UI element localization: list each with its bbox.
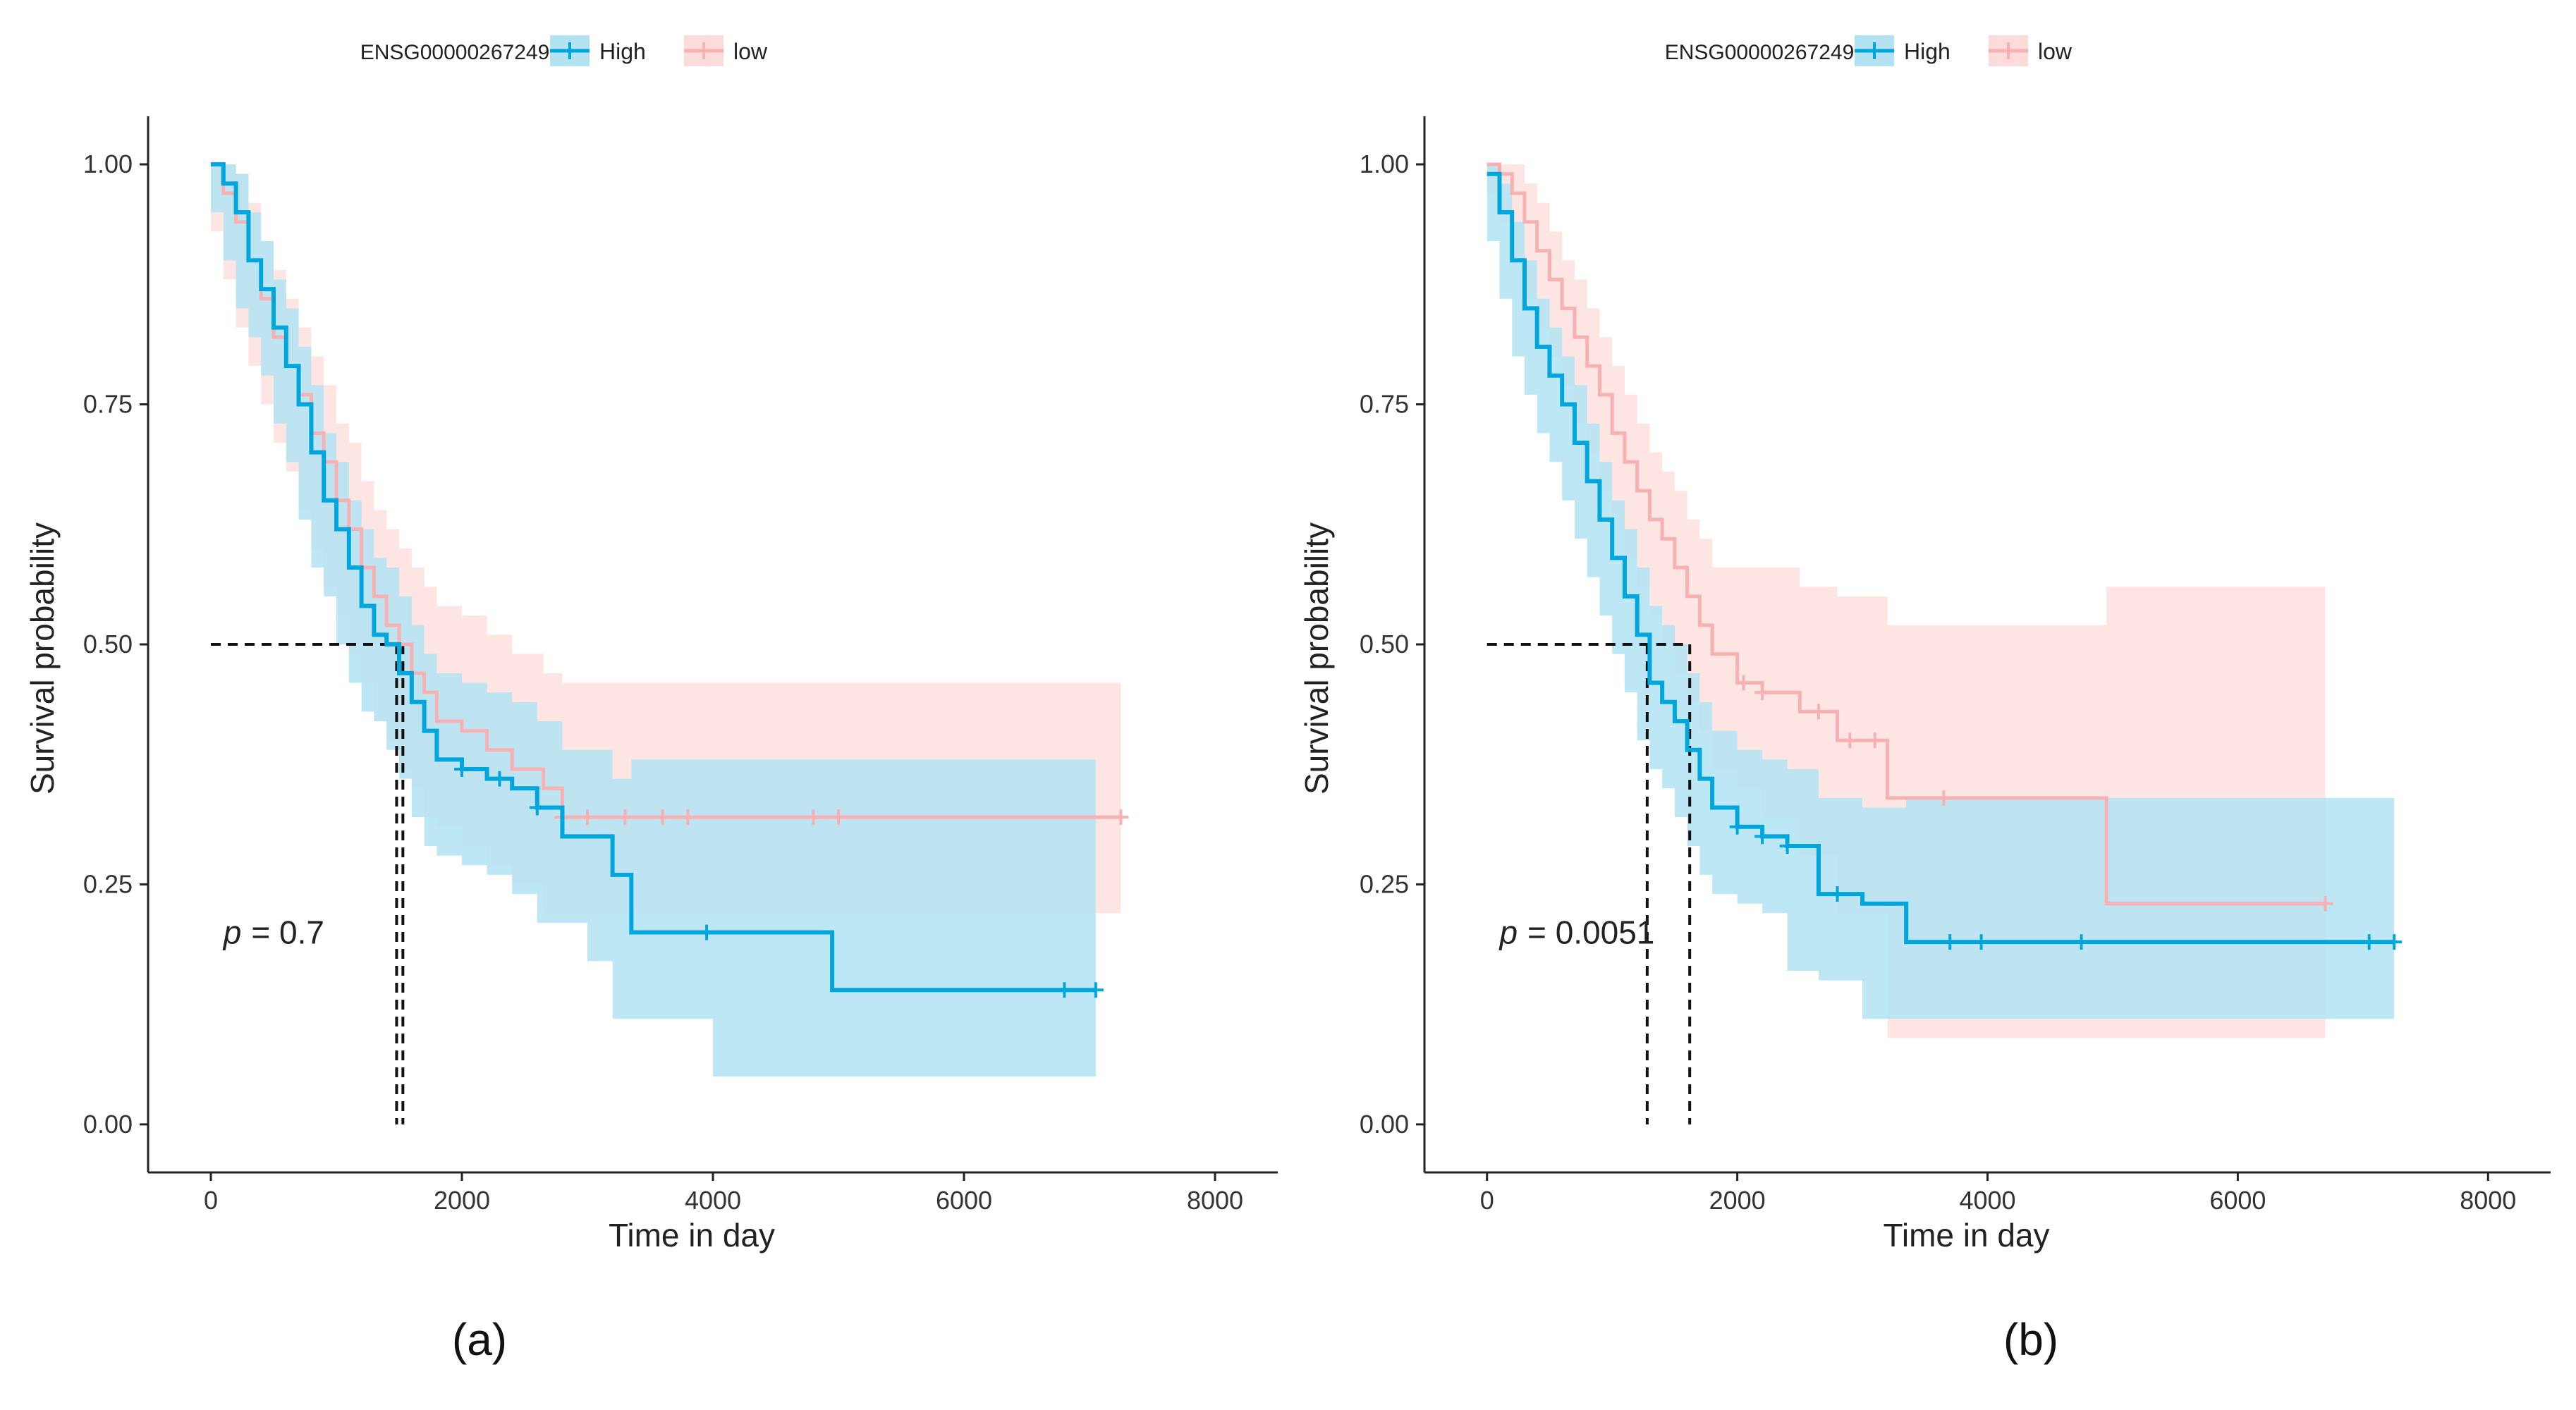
panel-label: (a)	[452, 1314, 507, 1365]
p-value-text: = 0.7	[251, 914, 324, 951]
x-tick-label: 6000	[936, 1186, 992, 1215]
p-value-prefix: p	[1498, 914, 1518, 951]
y-tick-label: 1.00	[1360, 149, 1409, 178]
y-tick-label: 0.00	[1360, 1110, 1409, 1139]
survival-curve-high	[211, 162, 1096, 993]
survival-curve-high	[1487, 171, 2395, 945]
x-tick-label: 8000	[2460, 1186, 2516, 1215]
legend-label-high: High	[1904, 39, 1951, 64]
panel-a: 0 2000 4000 6000 8000 0.00 0.25 0.50 0.75 1.00 Tim…	[24, 35, 1278, 1365]
x-tick-label: 0	[204, 1186, 218, 1215]
p-value-annotation: p = 0.7	[222, 914, 324, 951]
survival-curve-low	[211, 162, 1121, 819]
x-axis-title: Time in day	[609, 1217, 775, 1253]
p-value-text: = 0.0051	[1527, 914, 1654, 951]
y-tick-label: 0.50	[1360, 630, 1409, 658]
x-tick-label: 0	[1480, 1186, 1494, 1215]
x-tick-label: 2000	[1709, 1186, 1766, 1215]
y-axis-title: Survival probability	[1298, 522, 1335, 795]
x-tick-label: 6000	[2209, 1186, 2266, 1215]
x-tick-label: 8000	[1187, 1186, 1243, 1215]
y-tick-label: 0.50	[83, 630, 133, 658]
legend-label-low: low	[2038, 39, 2073, 64]
panel-label: (b)	[2003, 1314, 2058, 1365]
p-value-prefix: p	[222, 914, 242, 951]
legend-label-high: High	[599, 39, 646, 64]
x-axis-title: Time in day	[1883, 1217, 2049, 1253]
x-tick-label: 2000	[434, 1186, 490, 1215]
survival-curve-low	[1487, 162, 2326, 906]
x-tick-label: 4000	[685, 1186, 741, 1215]
legend: ENSG00000267249 High low	[1665, 35, 2073, 66]
panel-b: 0 2000 4000 6000 8000 0.00 0.25 0.50 0.75 1.00 Tim…	[1298, 35, 2551, 1365]
x-tick-label: 4000	[1959, 1186, 2015, 1215]
legend-title: ENSG00000267249	[1665, 41, 1855, 64]
y-tick-label: 0.75	[1360, 390, 1409, 419]
p-value-annotation: p = 0.0051	[1498, 914, 1654, 951]
legend-title: ENSG00000267249	[360, 41, 550, 64]
legend-label-low: low	[733, 39, 768, 64]
y-tick-label: 0.00	[83, 1110, 133, 1139]
y-tick-label: 0.75	[83, 390, 133, 419]
y-axis-title: Survival probability	[24, 522, 61, 795]
y-tick-label: 1.00	[83, 149, 133, 178]
ci-band-high	[211, 164, 1096, 1077]
y-tick-label: 0.25	[1360, 869, 1409, 898]
y-tick-label: 0.25	[83, 869, 133, 898]
legend: ENSG00000267249 High low	[360, 35, 768, 66]
